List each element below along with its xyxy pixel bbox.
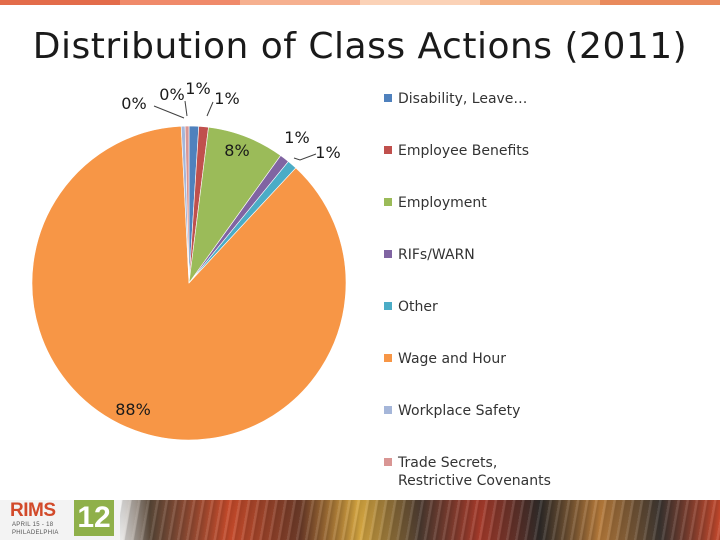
stripe-segment — [120, 0, 240, 5]
logo-wordmark: RIMS — [10, 500, 56, 521]
rims-logo: RIMS 12 APRIL 15 - 18 PHILADELPHIA — [8, 500, 118, 540]
legend-item: Wage and Hour — [384, 350, 574, 368]
legend-item: Disability, Leave… — [384, 90, 574, 108]
slice-data-label: 0% — [159, 85, 184, 104]
legend-item: Other — [384, 298, 574, 316]
stripe-segment — [600, 0, 720, 5]
legend-item: Employee Benefits — [384, 142, 574, 160]
legend-label: Trade Secrets, Restrictive Covenants — [398, 455, 551, 489]
top-color-stripe — [0, 0, 720, 5]
label-leader-line — [184, 100, 188, 117]
legend-swatch — [384, 94, 392, 102]
logo-date: APRIL 15 - 18 — [12, 522, 54, 528]
legend-swatch — [384, 198, 392, 206]
stripe-segment — [240, 0, 360, 5]
slice-data-label: 1% — [284, 128, 309, 147]
slice-data-label: 1% — [185, 79, 210, 98]
legend-label: Disability, Leave… — [398, 91, 528, 107]
label-leader-line — [206, 101, 214, 117]
label-leader-line — [153, 105, 185, 119]
legend-swatch — [384, 354, 392, 362]
legend-item: Trade Secrets, Restrictive Covenants — [384, 454, 574, 490]
logo-number: 12 — [74, 500, 114, 536]
legend-label: Workplace Safety — [398, 403, 521, 419]
legend-swatch — [384, 458, 392, 466]
legend-swatch — [384, 250, 392, 258]
slice-data-label: 88% — [115, 400, 151, 419]
stripe-segment — [360, 0, 480, 5]
legend-swatch — [384, 406, 392, 414]
label-leader-line — [293, 153, 317, 161]
slice-data-label: 1% — [315, 143, 340, 162]
stripe-segment — [480, 0, 600, 5]
logo-city: PHILADELPHIA — [12, 530, 59, 536]
slice-data-label: 0% — [121, 94, 146, 113]
legend-item: Workplace Safety — [384, 402, 574, 420]
legend-swatch — [384, 146, 392, 154]
legend-swatch — [384, 302, 392, 310]
slice-data-label: 1% — [214, 89, 239, 108]
pie-slice-wage-and-hour — [31, 125, 347, 441]
pie-slice-trade-secrets-restrictive-covenants — [184, 125, 190, 284]
legend-label: Employee Benefits — [398, 143, 530, 159]
footer-band — [0, 500, 720, 540]
legend-label: RIFs/WARN — [398, 247, 475, 263]
legend-item: RIFs/WARN — [384, 246, 574, 264]
legend-item: Employment — [384, 194, 574, 212]
stripe-segment — [0, 0, 120, 5]
legend-label: Employment — [398, 195, 487, 211]
footer-decoration — [120, 500, 720, 540]
legend-label: Other — [398, 299, 438, 315]
slice-data-label: 8% — [224, 141, 249, 160]
slide-title: Distribution of Class Actions (2011) — [32, 26, 688, 67]
legend-label: Wage and Hour — [398, 351, 506, 367]
